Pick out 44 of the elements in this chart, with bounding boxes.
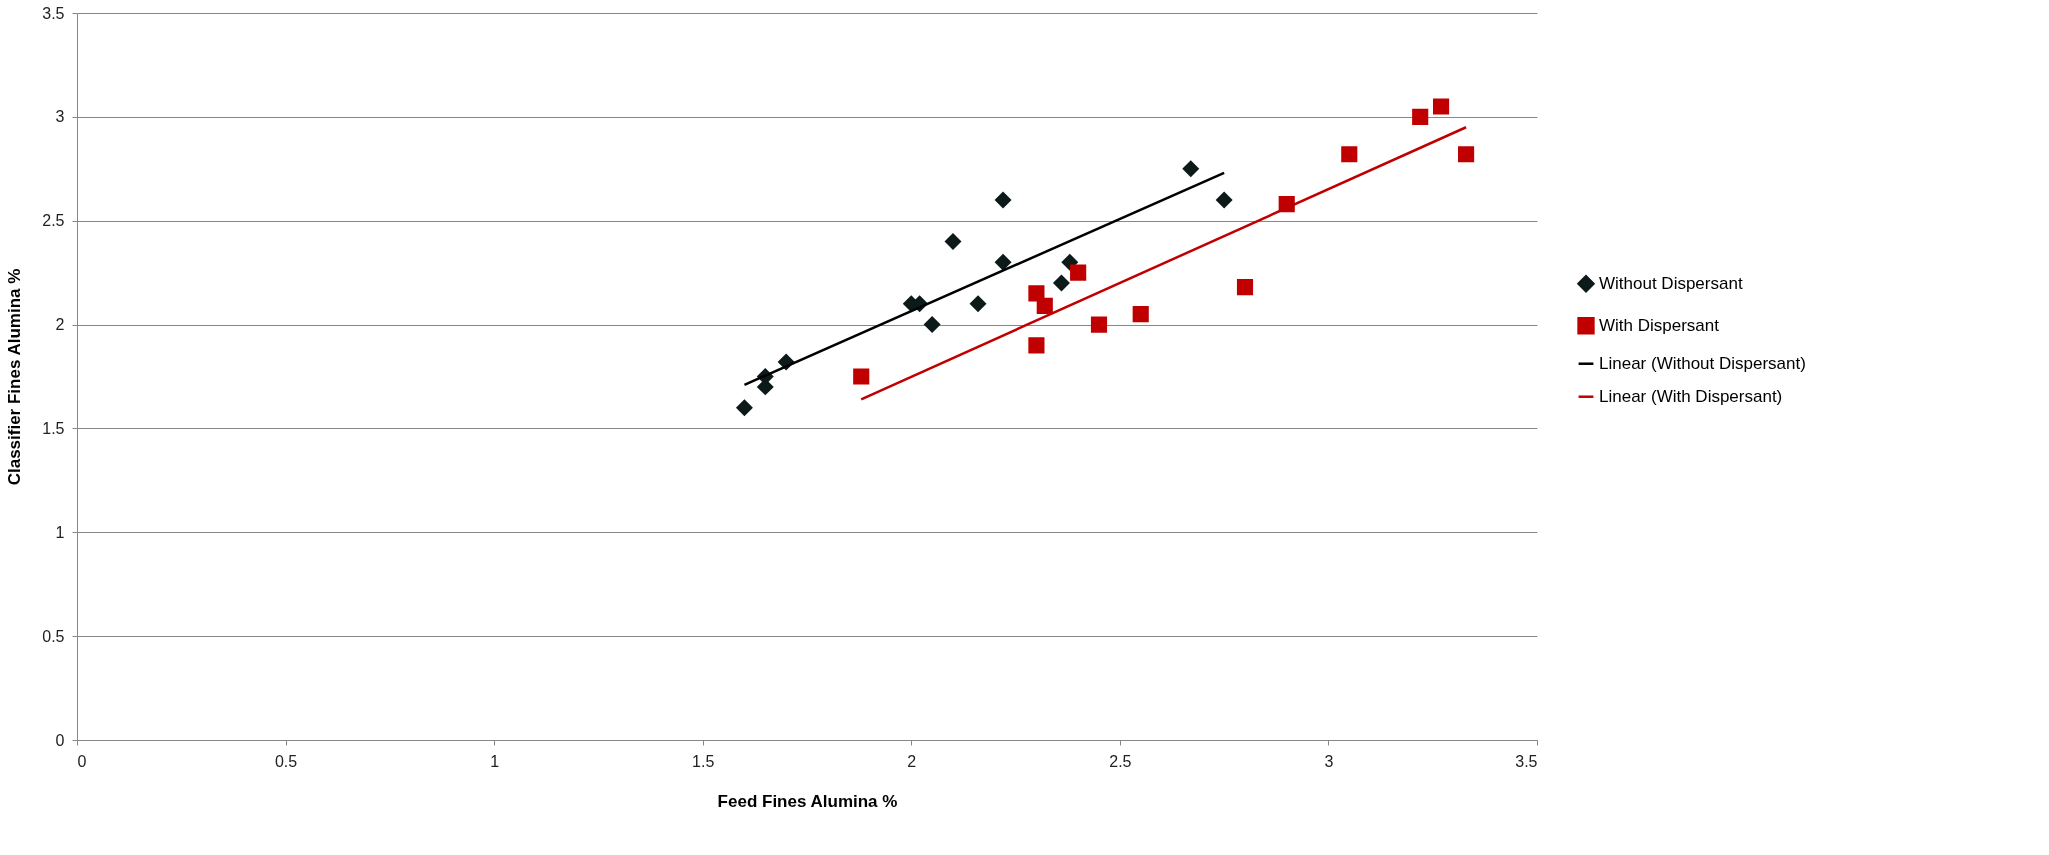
x-tick-label: 1.5 (692, 752, 715, 770)
point (969, 295, 987, 312)
y-tick-label: 1 (55, 523, 65, 541)
point (994, 191, 1012, 209)
point (1432, 98, 1450, 115)
x-axis-title: Feed Fines Alumina % (717, 791, 898, 811)
point (1412, 108, 1429, 125)
legend-label: Without Dispersant (1599, 273, 1743, 293)
x-tick-label: 3 (1324, 752, 1334, 770)
point (1070, 264, 1087, 281)
point (1182, 160, 1199, 177)
point (1132, 306, 1149, 323)
y-axis-title: Classifier Fines Alumina % (5, 268, 25, 486)
legend-label: Linear (With Dispersant) (1599, 386, 1783, 406)
x-tick-label: 1 (490, 752, 500, 770)
y-tick-label: 0 (55, 731, 65, 749)
y-tick-label: 0.5 (42, 627, 65, 645)
x-tick-label: 3.5 (1515, 752, 1538, 770)
y-tick-label: 2 (55, 316, 65, 334)
point (1458, 146, 1475, 163)
point (924, 316, 941, 333)
x-tick-label: 0.5 (274, 752, 298, 770)
legend-label: With Dispersant (1599, 315, 1720, 335)
point (994, 254, 1012, 271)
point (944, 233, 962, 250)
x-tick-label: 0 (77, 752, 87, 770)
point (1236, 279, 1254, 296)
legend-label: Linear (Without Dispersant) (1599, 353, 1806, 373)
point (1341, 146, 1358, 163)
point (1053, 274, 1070, 292)
point (1216, 191, 1233, 209)
point (853, 368, 870, 385)
y-tick-label: 3 (55, 108, 65, 126)
point (1090, 316, 1108, 333)
y-tick-label: 1.5 (42, 419, 65, 437)
point (736, 399, 753, 416)
y-tick-label: 3.5 (42, 4, 65, 22)
point (1028, 337, 1045, 354)
y-tick-label: 2.5 (42, 212, 65, 230)
point (1036, 297, 1053, 314)
point (1028, 285, 1045, 302)
point (1061, 254, 1078, 271)
x-tick-label: 2.5 (1109, 752, 1132, 770)
x-tick-label: 2 (907, 752, 917, 770)
